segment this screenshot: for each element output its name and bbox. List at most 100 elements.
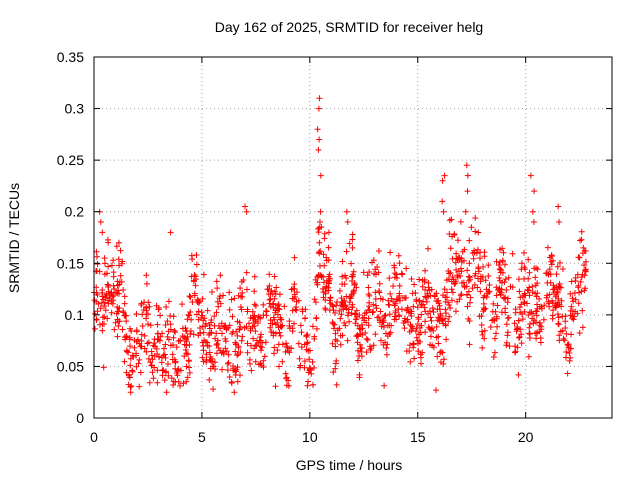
- data-point: [344, 337, 351, 344]
- data-point: [391, 264, 398, 271]
- data-point: [110, 292, 117, 299]
- data-point: [193, 261, 200, 268]
- data-point: [316, 136, 323, 143]
- data-point: [119, 326, 126, 333]
- data-point: [265, 286, 272, 293]
- data-point: [286, 349, 293, 356]
- data-point: [464, 267, 471, 274]
- data-point: [351, 282, 358, 289]
- data-point: [556, 284, 563, 291]
- data-point: [503, 342, 510, 349]
- data-point: [175, 338, 182, 345]
- data-point: [265, 290, 272, 297]
- data-point: [283, 375, 290, 382]
- data-point: [406, 342, 413, 349]
- data-point: [562, 325, 569, 332]
- data-point: [448, 216, 455, 223]
- data-point: [411, 281, 418, 288]
- data-point: [343, 248, 350, 255]
- data-point: [100, 364, 107, 371]
- data-point: [494, 302, 501, 309]
- data-point: [226, 289, 233, 296]
- data-point: [228, 379, 235, 386]
- data-point: [204, 307, 211, 314]
- data-point: [501, 261, 508, 268]
- data-point: [423, 298, 430, 305]
- data-point: [316, 224, 323, 231]
- data-point: [226, 374, 233, 381]
- data-point: [518, 340, 525, 347]
- data-point: [292, 293, 299, 300]
- data-point: [330, 369, 337, 376]
- data-point: [94, 291, 101, 298]
- data-point: [567, 345, 574, 352]
- data-point: [207, 365, 214, 372]
- data-point: [482, 277, 489, 284]
- data-point: [346, 240, 353, 247]
- data-point: [581, 262, 588, 269]
- data-point: [447, 269, 454, 276]
- data-point: [165, 372, 172, 379]
- data-point: [304, 382, 311, 389]
- data-point: [419, 301, 426, 308]
- data-point: [555, 321, 562, 328]
- data-point: [519, 316, 526, 323]
- data-point: [374, 264, 381, 271]
- data-point: [561, 337, 568, 344]
- data-point: [96, 321, 103, 328]
- data-point: [143, 272, 150, 279]
- data-point: [270, 332, 277, 339]
- data-point: [133, 328, 140, 335]
- data-point: [137, 343, 144, 350]
- data-point: [407, 321, 414, 328]
- data-point: [352, 316, 359, 323]
- data-point: [519, 310, 526, 317]
- data-point: [214, 337, 221, 344]
- data-point: [410, 340, 417, 347]
- data-point: [250, 335, 257, 342]
- data-point: [257, 333, 264, 340]
- data-point: [452, 308, 459, 315]
- data-point: [538, 326, 545, 333]
- data-point: [398, 306, 405, 313]
- data-point: [544, 270, 551, 277]
- data-point: [127, 325, 134, 332]
- data-point: [466, 260, 473, 267]
- data-point: [271, 273, 278, 280]
- data-point: [99, 327, 106, 334]
- data-point: [167, 326, 174, 333]
- data-point: [138, 337, 145, 344]
- data-point: [102, 260, 109, 267]
- data-point: [248, 342, 255, 349]
- data-point: [475, 229, 482, 236]
- data-point: [308, 370, 315, 377]
- data-point: [243, 286, 250, 293]
- y-tick-label: 0.2: [65, 204, 85, 220]
- data-point: [465, 315, 472, 322]
- data-point: [273, 284, 280, 291]
- data-point: [181, 341, 188, 348]
- data-point: [458, 291, 465, 298]
- data-point: [534, 266, 541, 273]
- data-point: [396, 260, 403, 267]
- data-point: [490, 300, 497, 307]
- data-point: [346, 318, 353, 325]
- data-point: [157, 312, 164, 319]
- data-point: [518, 266, 525, 273]
- data-point: [474, 246, 481, 253]
- data-point: [403, 265, 410, 272]
- data-point: [470, 255, 477, 262]
- data-point: [311, 296, 318, 303]
- data-point: [202, 338, 209, 345]
- data-point: [372, 271, 379, 278]
- data-point: [338, 302, 345, 309]
- data-point: [529, 208, 536, 215]
- data-point: [179, 325, 186, 332]
- data-point: [185, 358, 192, 365]
- data-point: [199, 295, 206, 302]
- data-point: [449, 289, 456, 296]
- data-point: [511, 349, 518, 356]
- data-point: [115, 287, 122, 294]
- data-point: [309, 323, 316, 330]
